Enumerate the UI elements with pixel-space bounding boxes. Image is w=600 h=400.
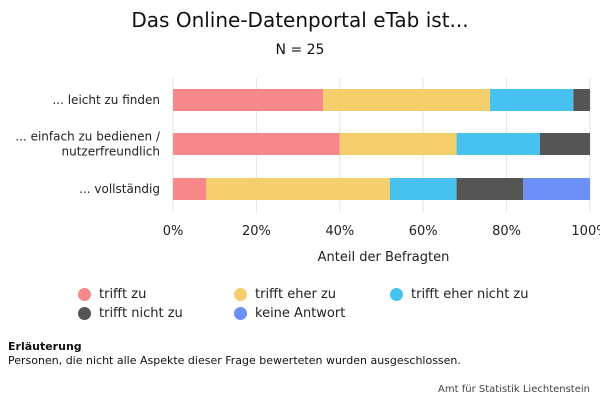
bar-0-trifft-zu (173, 89, 324, 111)
legend-swatch (234, 288, 247, 301)
category-label-1-1: nutzerfreundlich (61, 145, 160, 159)
category-label-2-0: ... vollständig (79, 182, 160, 196)
category-label-1-0: ... einfach zu bedienen / (15, 130, 161, 144)
x-tick-label-0: 0% (163, 224, 184, 239)
bar-0-trifft-eher-nicht-zu (489, 89, 574, 111)
legend-label: keine Antwort (255, 306, 346, 321)
note-title: Erläuterung (8, 340, 82, 353)
chart-legend: trifft zu trifft eher zu trifft eher nicht… (78, 286, 558, 322)
bar-0-trifft-nicht-zu (573, 89, 590, 111)
legend-label: trifft nicht zu (99, 306, 183, 321)
legend-label: trifft eher nicht zu (411, 287, 529, 302)
bar-1-trifft-nicht-zu (539, 133, 590, 155)
note-text: Personen, die nicht alle Aspekte dieser … (8, 354, 461, 367)
stacked-bar-chart: ... leicht zu finden ... einfach zu bedie… (15, 78, 600, 265)
legend-swatch (234, 307, 247, 320)
x-tick-label-3: 60% (409, 224, 438, 239)
bar-1-trifft-eher-zu (339, 133, 457, 155)
legend-swatch (390, 288, 403, 301)
legend-item-keine-Antwort: keine Antwort (234, 305, 390, 322)
bar-0-trifft-eher-zu (323, 89, 490, 111)
bar-2-trifft-eher-zu (206, 178, 390, 200)
chart-title: Das Online-Datenportal eTab ist... (131, 8, 469, 32)
bar-2-trifft-nicht-zu (456, 178, 524, 200)
x-tick-label-2: 40% (325, 224, 354, 239)
x-tick-label-1: 20% (242, 224, 271, 239)
legend-label: trifft zu (99, 287, 147, 302)
legend-label: trifft eher zu (255, 287, 337, 302)
legend-item-trifft-zu: trifft zu (78, 286, 234, 303)
legend-item-trifft-eher-zu: trifft eher zu (234, 286, 390, 303)
bar-2-keine-Antwort (523, 178, 590, 200)
legend-swatch (78, 307, 91, 320)
bar-2-trifft-eher-nicht-zu (389, 178, 457, 200)
legend-swatch (78, 288, 91, 301)
bar-2-trifft-zu (173, 178, 207, 200)
legend-item-trifft-nicht-zu: trifft nicht zu (78, 305, 234, 322)
source-credit: Amt für Statistik Liechtenstein (438, 384, 590, 395)
bar-1-trifft-zu (173, 133, 340, 155)
legend-item-trifft-eher-nicht-zu: trifft eher nicht zu (390, 286, 550, 303)
bar-1-trifft-eher-nicht-zu (456, 133, 540, 155)
x-axis-label: Anteil der Befragten (318, 250, 450, 265)
x-tick-label-5: 100% (571, 224, 600, 239)
x-tick-label-4: 80% (492, 224, 521, 239)
chart-subtitle: N = 25 (275, 42, 325, 58)
category-label-0-0: ... leicht zu finden (52, 93, 160, 107)
